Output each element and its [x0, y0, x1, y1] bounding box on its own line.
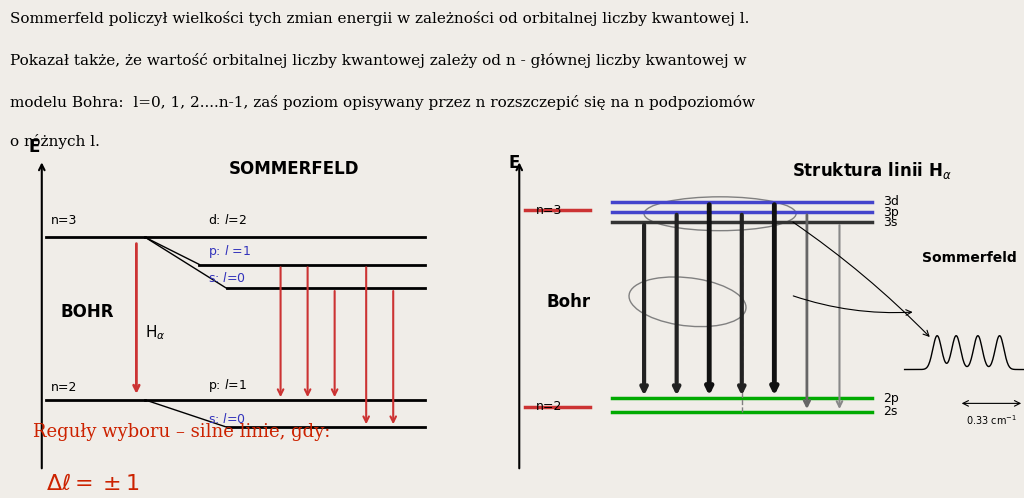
Text: modelu Bohra:  l=0, 1, 2....n-1, zaś poziom opisywany przez n rozszczepić się na: modelu Bohra: l=0, 1, 2....n-1, zaś pozi… [10, 95, 756, 110]
Text: o różnych l.: o różnych l. [10, 134, 100, 149]
Text: Bohr: Bohr [547, 293, 591, 311]
Text: 0.33 cm$^{-1}$: 0.33 cm$^{-1}$ [966, 413, 1017, 427]
Text: Sommerfeld policzył wielkości tych zmian energii w zależności od orbitalnej licz: Sommerfeld policzył wielkości tych zmian… [10, 11, 750, 26]
Text: d: $l$=2: d: $l$=2 [209, 213, 247, 227]
Text: n=3: n=3 [51, 214, 77, 227]
Text: p: $l$=1: p: $l$=1 [209, 377, 248, 394]
Text: Pokazał także, że wartość orbitalnej liczby kwantowej zależy od n - głównej licz: Pokazał także, że wartość orbitalnej lic… [10, 53, 746, 68]
Text: H$_{\alpha}$: H$_{\alpha}$ [145, 323, 166, 342]
Text: E: E [508, 154, 520, 172]
Text: 3p: 3p [883, 206, 899, 219]
Text: 2p: 2p [883, 392, 899, 405]
Text: E: E [29, 138, 40, 156]
Text: s: $l$=0: s: $l$=0 [209, 412, 246, 426]
Text: p: $l$ =1: p: $l$ =1 [209, 244, 251, 260]
Text: n=3: n=3 [536, 204, 562, 217]
Text: $\Delta\ell = \pm1$: $\Delta\ell = \pm1$ [46, 473, 139, 495]
Text: n=2: n=2 [51, 381, 77, 394]
Text: 3s: 3s [883, 216, 897, 229]
Text: Struktura linii H$_{\alpha}$: Struktura linii H$_{\alpha}$ [792, 159, 952, 181]
Text: BOHR: BOHR [60, 303, 114, 321]
Text: 3d: 3d [883, 195, 899, 208]
Text: Reguły wyboru – silne linie, gdy:: Reguły wyboru – silne linie, gdy: [33, 423, 330, 441]
Text: Sommerfeld: Sommerfeld [923, 251, 1017, 265]
Text: 2s: 2s [883, 405, 897, 418]
Text: n=2: n=2 [536, 400, 562, 413]
Text: s: $l$=0: s: $l$=0 [209, 271, 246, 285]
Text: SOMMERFELD: SOMMERFELD [228, 159, 359, 178]
